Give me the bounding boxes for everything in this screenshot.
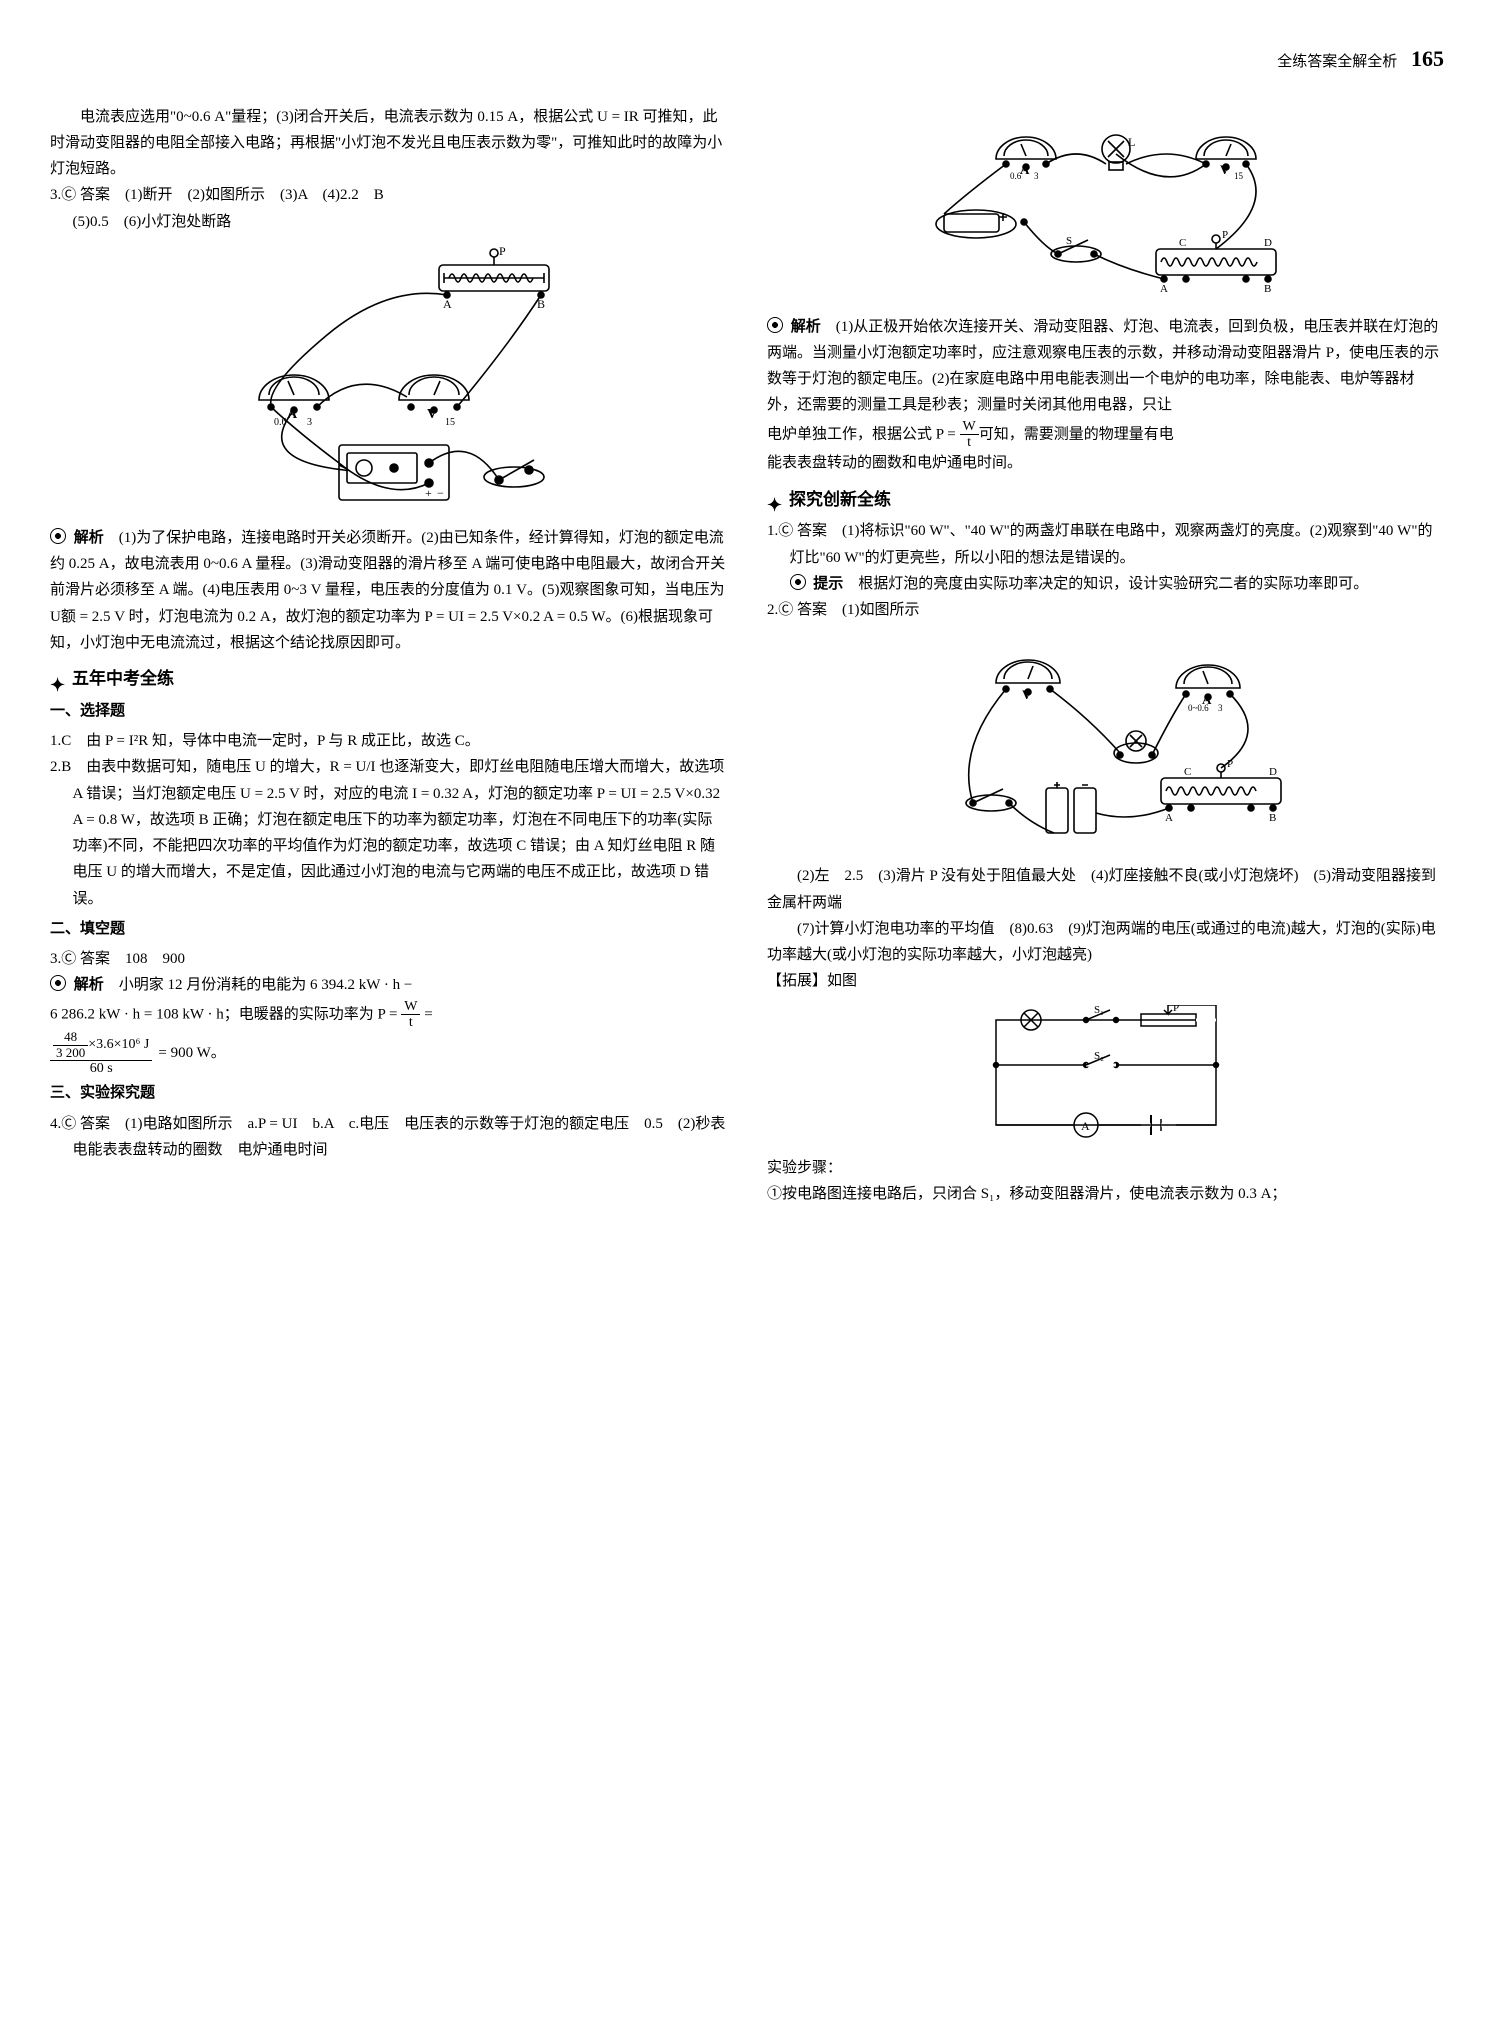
- right-column: A 0.6 3 L V 15: [767, 104, 1444, 1208]
- svg-text:S₁: S₁: [1094, 1005, 1104, 1016]
- svg-text:C: C: [1184, 766, 1191, 778]
- svg-text:A: A: [1081, 1119, 1090, 1133]
- q1c: 1.C 由 P = I²R 知，导体中电流一定时，P 与 R 成正比，故选 C。: [50, 728, 727, 754]
- svg-text:3: 3: [1218, 703, 1223, 713]
- section-explore-title: 探究创新全练: [789, 485, 891, 515]
- q3-fill: 3.Ⓒ 答案 108 900: [50, 946, 727, 972]
- r-tip: 提示 根据灯泡的亮度由实际功率决定的知识，设计实验研究二者的实际功率即可。: [767, 571, 1444, 597]
- frac-result: = 900 W。: [158, 1040, 225, 1066]
- svg-text:B: B: [1269, 812, 1276, 824]
- svg-text:A: A: [443, 297, 452, 311]
- frac-Wt-r: W t: [960, 419, 979, 451]
- analysis-icon-r1: [767, 319, 787, 335]
- q3-answer-line1: 3.Ⓒ 答案 (1)断开 (2)如图所示 (3)A (4)2.2 B: [50, 182, 727, 208]
- svg-text:L: L: [1128, 135, 1135, 149]
- step-1: ①按电路图连接电路后，只闭合 S₁，移动变阻器滑片，使电流表示数为 0.3 A；: [767, 1181, 1444, 1207]
- q3-answer-line2: (5)0.5 (6)小灯泡处断路: [50, 209, 727, 235]
- svg-text:B: B: [1264, 283, 1271, 295]
- svg-text:3: 3: [307, 417, 312, 428]
- r-analysis-1b: 电炉单独工作，根据公式 P = W t 可知，需要测量的物理量有电: [767, 419, 1444, 451]
- big-fraction-line: 48 3 200 ×3.6×10⁶ J 60 s = 900 W。: [50, 1030, 727, 1076]
- svg-text:−: −: [437, 486, 444, 500]
- steps-label: 实验步骤：: [767, 1155, 1444, 1181]
- svg-text:15: 15: [1234, 171, 1244, 181]
- page-header: 全练答案全解全析 165: [50, 40, 1444, 79]
- r-analysis-1-text: (1)从正极开始依次连接开关、滑动变阻器、灯泡、电流表，回到负极，电压表并联在灯…: [767, 319, 1439, 414]
- outer-frac: 48 3 200 ×3.6×10⁶ J 60 s: [50, 1030, 152, 1076]
- r-q1: 1.Ⓒ 答案 (1)将标识"60 W"、"40 W"的两盏灯串联在电路中，观察两…: [767, 518, 1444, 571]
- circuit-figure-2: A 0.6 3 L V 15: [767, 114, 1444, 304]
- star-icon: [50, 671, 66, 687]
- subhead-exp: 三、实验探究题: [50, 1080, 727, 1106]
- svg-text:15: 15: [445, 417, 455, 428]
- section-explore: 探究创新全练: [767, 485, 1444, 515]
- svg-text:C: C: [1179, 237, 1186, 249]
- analysis-1-text: (1)为了保护电路，连接电路时开关必须断开。(2)由已知条件，经计算得知，灯泡的…: [50, 530, 725, 651]
- r-analysis-1: 解析 (1)从正极开始依次连接开关、滑动变阻器、灯泡、电流表，回到负极，电压表并…: [767, 314, 1444, 419]
- inner-frac: 48 3 200: [53, 1030, 88, 1060]
- analysis-label-2: 解析: [74, 977, 104, 993]
- analysis-label: 解析: [74, 530, 104, 546]
- left-column: 电流表应选用"0~0.6 A"量程；(3)闭合开关后，电流表示数为 0.15 A…: [50, 104, 727, 1208]
- analysis-2b: 6 286.2 kW · h = 108 kW · h；电暖器的实际功率为 P …: [50, 999, 727, 1031]
- tip-label: 提示: [813, 576, 843, 592]
- continuation-paragraph: 电流表应选用"0~0.6 A"量程；(3)闭合开关后，电流表示数为 0.15 A…: [50, 104, 727, 183]
- analysis-icon: [50, 530, 70, 546]
- header-title: 全练答案全解全析: [1277, 54, 1397, 70]
- r-part3: (7)计算小灯泡电功率的平均值 (8)0.63 (9)灯泡两端的电压(或通过的电…: [767, 916, 1444, 969]
- analysis-2a: 小明家 12 月份消耗的电能为 6 394.2 kW · h −: [119, 977, 413, 993]
- ext-label: 【拓展】如图: [767, 968, 1444, 994]
- q4-answer: 4.Ⓒ 答案 (1)电路如图所示 a.P = UI b.A c.电压 电压表的示…: [50, 1111, 727, 1164]
- svg-text:S: S: [1066, 235, 1072, 247]
- r-tip-text: 根据灯泡的亮度由实际功率决定的知识，设计实验研究二者的实际功率即可。: [858, 576, 1368, 592]
- svg-text:P: P: [1173, 1005, 1179, 1014]
- two-column-layout: 电流表应选用"0~0.6 A"量程；(3)闭合开关后，电流表示数为 0.15 A…: [50, 104, 1444, 1208]
- analysis-icon-2: [50, 977, 70, 993]
- section-5year-title: 五年中考全练: [72, 664, 174, 694]
- circuit-figure-3: V A 0~0.6 3: [767, 633, 1444, 853]
- r-analysis-1d: 能表表盘转动的圈数和电炉通电时间。: [767, 450, 1444, 476]
- svg-text:P: P: [499, 245, 506, 258]
- r-part2: (2)左 2.5 (3)滑片 P 没有处于阻值最大处 (4)灯座接触不良(或小灯…: [767, 863, 1444, 916]
- star-icon-2: [767, 491, 783, 507]
- svg-text:+: +: [425, 486, 432, 500]
- page-number: 165: [1411, 46, 1444, 71]
- svg-text:0.6: 0.6: [1010, 171, 1022, 181]
- svg-text:A: A: [1160, 283, 1168, 295]
- svg-text:A: A: [1165, 812, 1173, 824]
- svg-text:0~0.6: 0~0.6: [1188, 703, 1209, 713]
- svg-text:S₂: S₂: [1094, 1050, 1104, 1062]
- analysis-2: 解析 小明家 12 月份消耗的电能为 6 394.2 kW · h −: [50, 972, 727, 998]
- tip-icon: [790, 576, 810, 592]
- subhead-choice: 一、选择题: [50, 698, 727, 724]
- frac-Wt: W t: [401, 999, 420, 1031]
- svg-text:D: D: [1264, 237, 1272, 249]
- svg-text:3: 3: [1034, 171, 1039, 181]
- svg-text:D: D: [1269, 766, 1277, 778]
- subhead-fill: 二、填空题: [50, 916, 727, 942]
- analysis-label-r1: 解析: [791, 319, 821, 335]
- section-5year: 五年中考全练: [50, 664, 727, 694]
- q2b: 2.B 由表中数据可知，随电压 U 的增大，R = U/I 也逐渐变大，即灯丝电…: [50, 754, 727, 912]
- schematic-figure: S₁ P S₂: [767, 1005, 1444, 1145]
- circuit-figure-1: P A B A 0.6 3 V: [50, 245, 727, 515]
- analysis-1: 解析 (1)为了保护电路，连接电路时开关必须断开。(2)由已知条件，经计算得知，…: [50, 525, 727, 656]
- r-q2: 2.Ⓒ 答案 (1)如图所示: [767, 597, 1444, 623]
